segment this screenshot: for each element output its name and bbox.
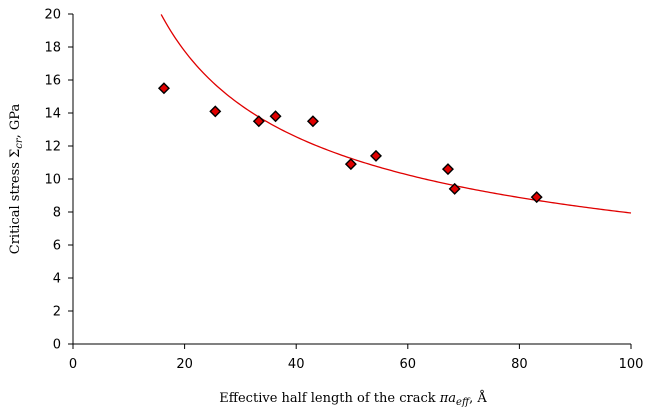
data-point (370, 149, 382, 162)
data-point (252, 115, 265, 128)
fit-curve (160, 14, 632, 214)
y-tick-label: 20 (44, 8, 61, 23)
data-points-layer (157, 82, 543, 204)
x-tick-label: 0 (69, 357, 77, 372)
y-tick-label: 10 (44, 173, 61, 188)
y-tick-label: 16 (44, 74, 61, 89)
axes: 0 2 4 6 8 10 12 14 16 18 20 0 20 40 60 80 100 (44, 8, 643, 373)
y-tick-label: 2 (53, 305, 61, 320)
x-tick-label: 60 (400, 357, 417, 372)
data-point (157, 82, 170, 95)
x-axis-title: Effective half length of the crack πaeff… (219, 390, 487, 408)
x-tick-label: 20 (176, 357, 193, 372)
data-point (306, 115, 319, 128)
data-point (344, 158, 357, 171)
x-tick-label: 100 (619, 357, 644, 372)
y-tick-label: 0 (53, 338, 61, 353)
x-tick-label: 80 (511, 357, 528, 372)
y-tick-label: 18 (44, 41, 61, 56)
y-tick-label: 14 (44, 107, 61, 122)
y-tick-label: 12 (44, 140, 61, 155)
data-point (448, 182, 461, 195)
fit-curve-layer (160, 14, 632, 214)
data-point (269, 110, 282, 123)
y-tick-label: 8 (53, 206, 61, 221)
y-axis-title: Critical stress Σcr, GPa (8, 104, 25, 255)
data-point (209, 105, 222, 118)
data-point (441, 163, 454, 176)
x-tick-label: 40 (288, 357, 305, 372)
data-point (530, 191, 543, 204)
y-tick-label: 6 (53, 239, 61, 254)
y-tick-label: 4 (53, 272, 61, 287)
